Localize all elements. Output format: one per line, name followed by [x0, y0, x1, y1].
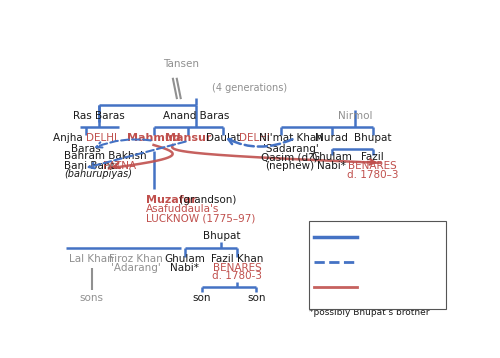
Text: *possibly Bhupat’s brother: *possibly Bhupat’s brother	[308, 308, 429, 317]
Text: 'Sadarang': 'Sadarang'	[263, 144, 319, 154]
Text: Qasim (d?): Qasim (d?)	[261, 153, 318, 163]
Text: Nabi*: Nabi*	[170, 263, 199, 273]
Text: (grandson): (grandson)	[176, 195, 236, 205]
Text: d. 1780–3: d. 1780–3	[347, 170, 398, 180]
Text: BENARES: BENARES	[348, 161, 397, 171]
Text: Mansur: Mansur	[165, 133, 212, 143]
Text: Ghulam: Ghulam	[312, 153, 352, 163]
Text: Ghulam: Ghulam	[164, 254, 205, 264]
Text: Migration: Migration	[363, 282, 412, 292]
Text: Mahmud: Mahmud	[127, 133, 180, 143]
Text: sons: sons	[80, 293, 104, 303]
Text: BENARES: BENARES	[212, 263, 261, 273]
Text: Firoz Khan: Firoz Khan	[109, 254, 163, 264]
Text: son: son	[247, 293, 266, 303]
Text: Lal Khan: Lal Khan	[69, 254, 114, 264]
Text: Anjha: Anjha	[53, 133, 86, 143]
Text: Bahram Bakhsh: Bahram Bakhsh	[64, 151, 147, 161]
Text: Bani Banti: Bani Banti	[64, 161, 122, 171]
Text: Ras Baras: Ras Baras	[74, 111, 125, 121]
Text: 'Adarang': 'Adarang'	[111, 263, 161, 273]
Text: Ni'mat Khan: Ni'mat Khan	[259, 133, 323, 143]
Text: son: son	[193, 293, 211, 303]
Text: (nephew): (nephew)	[264, 161, 314, 171]
Text: (4 generations): (4 generations)	[212, 83, 287, 93]
Text: Fazil: Fazil	[361, 153, 384, 163]
Text: Anand Baras: Anand Baras	[163, 111, 230, 121]
Text: Asafuddaula's: Asafuddaula's	[146, 204, 219, 214]
Text: Nirmol: Nirmol	[338, 111, 372, 121]
Bar	[308, 221, 446, 309]
Text: d. 1780-3: d. 1780-3	[212, 271, 262, 281]
Text: Daulat: Daulat	[206, 133, 240, 143]
Text: PATNA: PATNA	[103, 161, 136, 171]
Text: DELHI: DELHI	[239, 133, 270, 143]
Text: Tansen: Tansen	[162, 59, 198, 69]
Text: (bahurupiyas): (bahurupiyas)	[64, 169, 132, 179]
Text: Fazil Khan: Fazil Khan	[210, 254, 263, 264]
Text: Blood lineage: Blood lineage	[363, 232, 434, 242]
Text: Bhupat: Bhupat	[354, 133, 391, 143]
Text: Bhupat: Bhupat	[202, 231, 240, 241]
Text: Muzafar: Muzafar	[146, 195, 196, 205]
Text: Discipleship: Discipleship	[363, 257, 426, 267]
Text: Murad: Murad	[316, 133, 348, 143]
Text: DELHI: DELHI	[86, 133, 117, 143]
Text: Baras: Baras	[71, 144, 101, 154]
Text: Nabi*: Nabi*	[318, 161, 346, 171]
Text: LUCKNOW (1775–97): LUCKNOW (1775–97)	[146, 213, 255, 223]
